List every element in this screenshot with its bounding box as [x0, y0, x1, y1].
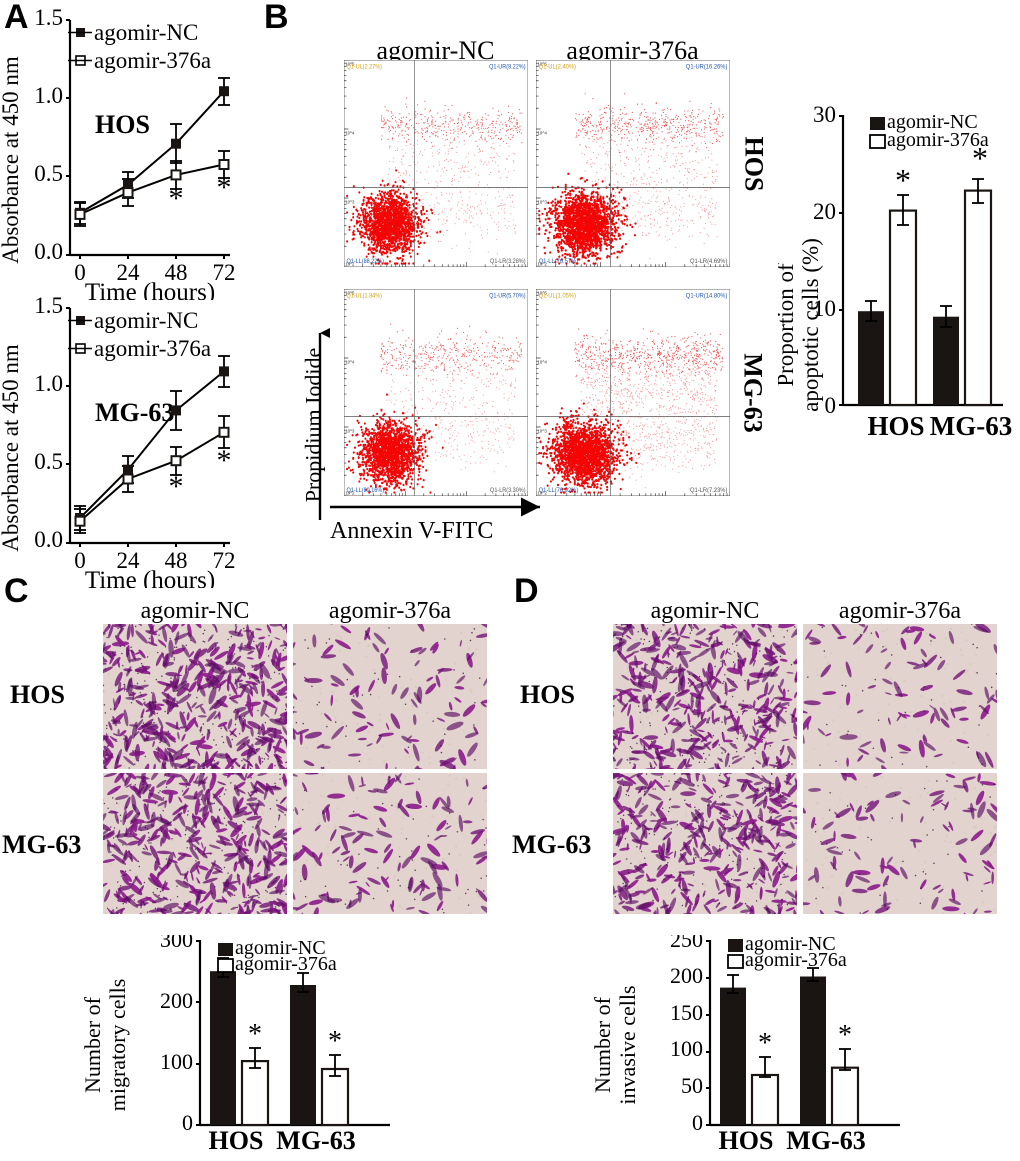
svg-text:0.0: 0.0 — [34, 527, 63, 552]
svg-text:Q1-UR(8.22%): Q1-UR(8.22%) — [489, 64, 525, 70]
svg-text:MG-63: MG-63 — [930, 411, 1012, 441]
svg-text:*: * — [217, 444, 232, 477]
svg-text:0.5: 0.5 — [34, 449, 63, 474]
svg-text:Q1-UR(5.70%): Q1-UR(5.70%) — [489, 293, 525, 299]
svg-text:Absorbance at 450 nm: Absorbance at 450 nm — [0, 56, 23, 264]
svg-text:Q1-LL(89.16%): Q1-LL(89.16%) — [346, 488, 384, 494]
svg-text:*: * — [838, 1020, 852, 1051]
svg-text:20: 20 — [813, 199, 836, 224]
svg-text:*: * — [248, 1019, 262, 1050]
svg-text:0.0: 0.0 — [34, 239, 63, 264]
svg-text:HOS: HOS — [209, 1126, 264, 1155]
svg-text:1.5: 1.5 — [34, 5, 63, 30]
svg-text:HOS: HOS — [95, 110, 150, 139]
svg-text:agomir-376a: agomir-376a — [94, 336, 211, 361]
svg-text:Absorbance at 450 nm: Absorbance at 450 nm — [0, 344, 23, 552]
svg-text:72: 72 — [213, 260, 236, 285]
svg-text:migratory cells: migratory cells — [105, 979, 130, 1112]
svg-text:150: 150 — [670, 1000, 703, 1025]
svg-text:Time (hours): Time (hours) — [85, 567, 215, 588]
svg-text:10^3: 10^3 — [345, 199, 355, 204]
svg-text:Q1-LR(7.23%): Q1-LR(7.23%) — [690, 488, 727, 494]
svg-text:Number of: Number of — [80, 996, 105, 1093]
svg-text:300: 300 — [160, 935, 193, 952]
svg-text:72: 72 — [213, 548, 236, 573]
svg-text:Q1-UR(16.26%): Q1-UR(16.26%) — [686, 64, 728, 70]
svg-text:*: * — [328, 1026, 342, 1057]
svg-text:HOS: HOS — [719, 1126, 774, 1155]
svg-text:MG-63: MG-63 — [276, 1126, 355, 1155]
svg-text:MG-63: MG-63 — [786, 1126, 865, 1155]
svg-text:250: 250 — [670, 935, 703, 952]
svg-text:10^4: 10^4 — [537, 130, 547, 135]
svg-text:1.5: 1.5 — [34, 293, 63, 318]
svg-text:Number of: Number of — [590, 996, 615, 1093]
svg-text:agomir-NC: agomir-NC — [94, 20, 198, 45]
svg-text:Q1-UL(1.84%): Q1-UL(1.84%) — [346, 293, 382, 299]
svg-text:10^4: 10^4 — [345, 130, 355, 135]
svg-text:50: 50 — [681, 1073, 703, 1098]
svg-text:Q1-UL(2.27%): Q1-UL(2.27%) — [346, 64, 382, 70]
svg-text:invasive cells: invasive cells — [615, 985, 640, 1104]
svg-text:*: * — [758, 1028, 772, 1059]
svg-text:Proportion of: Proportion of — [778, 263, 798, 387]
svg-text:Q1-LR(4.69%): Q1-LR(4.69%) — [690, 259, 727, 265]
svg-text:1.0: 1.0 — [34, 83, 63, 108]
svg-text:Q1-UL(2.40%): Q1-UL(2.40%) — [539, 64, 576, 70]
svg-text:1.0: 1.0 — [34, 371, 63, 396]
svg-text:Q1-LL(76.92%): Q1-LL(76.92%) — [539, 488, 579, 494]
svg-text:0.5: 0.5 — [34, 161, 63, 186]
svg-text:0: 0 — [182, 1110, 193, 1135]
svg-text:0: 0 — [825, 393, 837, 418]
svg-text:100: 100 — [160, 1049, 193, 1074]
svg-text:10^4: 10^4 — [537, 359, 547, 364]
svg-text:apoptotic cells (%): apoptotic cells (%) — [798, 238, 823, 412]
svg-text:200: 200 — [670, 963, 703, 988]
svg-text:10^3: 10^3 — [537, 428, 547, 433]
svg-text:10^4: 10^4 — [345, 359, 355, 364]
svg-text:Q1-UR(14.80%): Q1-UR(14.80%) — [686, 293, 728, 299]
svg-text:10^3: 10^3 — [537, 199, 547, 204]
svg-text:agomir-376a: agomir-376a — [745, 949, 847, 971]
svg-text:agomir-376a: agomir-376a — [235, 953, 337, 975]
svg-text:Q1-LR(3.30%): Q1-LR(3.30%) — [490, 488, 526, 494]
svg-text:agomir-NC: agomir-NC — [94, 308, 198, 333]
svg-text:*: * — [169, 182, 184, 215]
svg-text:agomir-376a: agomir-376a — [94, 48, 211, 73]
svg-text:*: * — [169, 470, 184, 503]
svg-text:*: * — [217, 171, 232, 204]
svg-text:Q1-LR(3.28%): Q1-LR(3.28%) — [490, 259, 526, 265]
svg-text:30: 30 — [813, 102, 836, 127]
svg-text:200: 200 — [160, 988, 193, 1013]
svg-text:*: * — [895, 162, 911, 198]
svg-text:Q1-LL(88.22%): Q1-LL(88.22%) — [346, 259, 384, 265]
svg-text:0: 0 — [692, 1110, 703, 1135]
svg-text:Q1-LL(76.57%): Q1-LL(76.57%) — [539, 259, 579, 265]
svg-text:100: 100 — [670, 1036, 703, 1061]
svg-text:10^3: 10^3 — [345, 428, 355, 433]
svg-text:HOS: HOS — [867, 411, 924, 441]
svg-text:MG-63: MG-63 — [95, 398, 174, 427]
svg-text:agomir-376a: agomir-376a — [887, 129, 989, 151]
svg-text:Q1-UL(1.05%): Q1-UL(1.05%) — [539, 293, 576, 299]
